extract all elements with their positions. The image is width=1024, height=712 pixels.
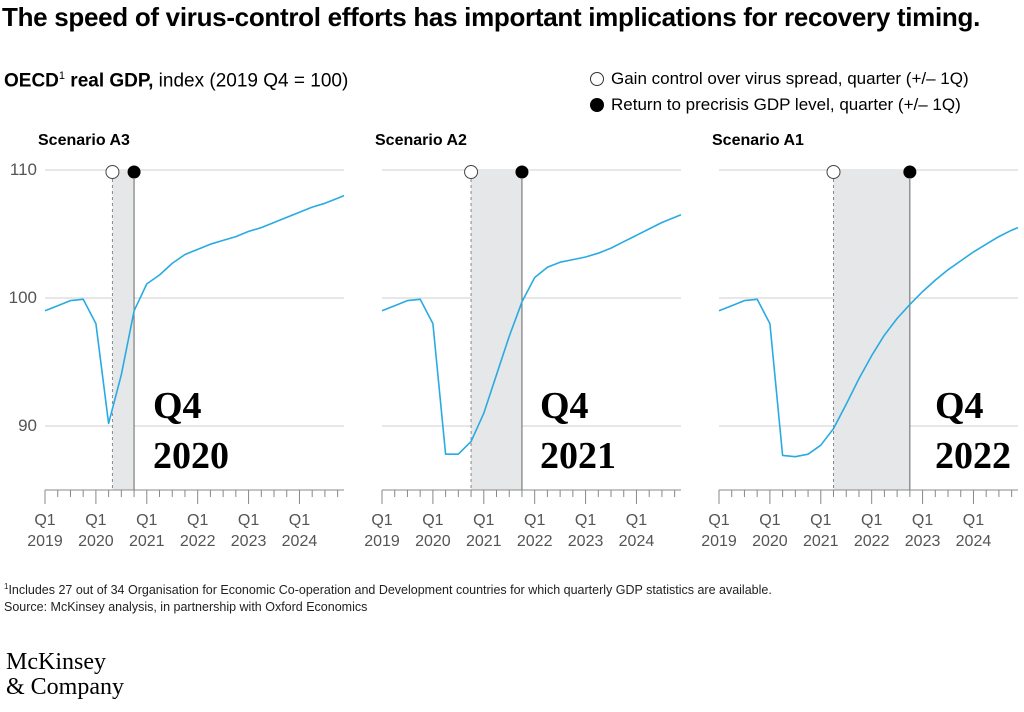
chart-subtitle: OECD1 real GDP, index (2019 Q4 = 100)	[4, 70, 348, 92]
scenario-1-virus-control-marker	[105, 165, 120, 179]
scenario-1-annotation-year: 2020	[153, 435, 229, 477]
scenario-2-gdp-line	[381, 214, 682, 456]
scenario-2-precrisis-marker	[515, 165, 529, 179]
scenario-1-recovery-shade	[112, 170, 135, 490]
scenario-3-annotation-year: 2022	[935, 435, 1011, 477]
scenario-1-x-label-quarter-5: Q1	[289, 512, 310, 529]
scenario-1-x-label-year-5: 2024	[282, 533, 318, 550]
scenario-3-x-label-quarter-1: Q1	[759, 512, 780, 529]
subtitle-bold-suffix: real GDP,	[65, 70, 154, 92]
scenario-1-x-label-year-0: 2019	[27, 533, 63, 550]
scenario-3-recovery-shade	[833, 170, 910, 490]
scenario-2-x-label-quarter-2: Q1	[473, 512, 494, 529]
scenario-3-x-label-year-1: 2020	[752, 533, 788, 550]
scenario-2-x-label-year-4: 2023	[568, 533, 604, 550]
scenario-3-x-label-year-2: 2021	[803, 533, 839, 550]
scenario-3-x-label-quarter-2: Q1	[810, 512, 831, 529]
scenario-1-x-label-year-4: 2023	[231, 533, 267, 550]
footnote-marker: 1	[4, 582, 9, 591]
source-text: Source: McKinsey analysis, in partnershi…	[4, 600, 368, 615]
scenario-3-x-label-quarter-5: Q1	[963, 512, 984, 529]
filled-circle-icon	[590, 98, 604, 112]
scenario-1-x-label-quarter-1: Q1	[85, 512, 106, 529]
open-circle-icon	[590, 72, 604, 86]
scenario-3-virus-control-marker	[826, 165, 841, 179]
y-tick-label-90: 90	[18, 416, 37, 435]
scenario-3-annotation-quarter: Q4	[935, 385, 984, 427]
scenario-3-x-label-quarter-3: Q1	[861, 512, 882, 529]
scenario-3-precrisis-marker	[903, 165, 917, 179]
scenario-2-x-label-quarter-3: Q1	[524, 512, 545, 529]
scenario-3-x-label-year-5: 2024	[956, 533, 992, 550]
scenario-1-x-label-year-1: 2020	[78, 533, 114, 550]
scenario-3-x-label-year-3: 2022	[854, 533, 890, 550]
legend-item-precrisis-return: Return to precrisis GDP level, quarter (…	[590, 92, 969, 118]
scenario-1-title: Scenario A3	[38, 132, 130, 149]
scenario-2-x-label-quarter-5: Q1	[626, 512, 647, 529]
subtitle-rest: index (2019 Q4 = 100)	[153, 70, 349, 92]
scenario-3-x-label-year-4: 2023	[905, 533, 941, 550]
scenario-1-x-label-year-2: 2021	[129, 533, 165, 550]
scenario-3-x-label-quarter-4: Q1	[912, 512, 933, 529]
scenario-1-x-label-quarter-4: Q1	[238, 512, 259, 529]
legend-item-virus-control: Gain control over virus spread, quarter …	[590, 66, 969, 92]
scenario-2-x-label-year-3: 2022	[517, 533, 553, 550]
scenario-2-annotation-year: 2021	[540, 435, 616, 477]
scenario-2-x-label-quarter-1: Q1	[422, 512, 443, 529]
scenario-3-title: Scenario A1	[712, 132, 804, 149]
scenario-charts: Scenario A3 90 100 110 Q1 2019 Q1 2020 Q1 2021 Q1 2…	[9, 132, 1019, 550]
scenario-1-gdp-line	[44, 194, 345, 425]
scenario-2-x-label-quarter-0: Q1	[371, 512, 392, 529]
page-title: The speed of virus-control efforts has i…	[2, 2, 981, 32]
scenario-2-x-label-quarter-4: Q1	[575, 512, 596, 529]
scenario-1-x-label-quarter-3: Q1	[187, 512, 208, 529]
subtitle-bold: OECD	[4, 70, 59, 92]
scenario-3-gdp-line	[718, 226, 1019, 458]
legend-label-virus-control: Gain control over virus spread, quarter …	[611, 69, 969, 88]
scenario-1-annotation-quarter: Q4	[153, 385, 202, 427]
scenario-2-x-label-year-2: 2021	[466, 533, 502, 550]
y-tick-label-110: 110	[10, 160, 37, 179]
legend-label-precrisis-return: Return to precrisis GDP level, quarter (…	[611, 95, 961, 114]
scenario-3-x-label-year-0: 2019	[701, 533, 737, 550]
footnote: 1Includes 27 out of 34 Organisation for …	[4, 578, 772, 616]
scenario-2-title: Scenario A2	[375, 132, 467, 149]
scenario-2-virus-control-marker	[464, 165, 479, 179]
scenario-2-x-label-year-0: 2019	[364, 533, 400, 550]
logo-line-2: & Company	[6, 674, 124, 700]
footnote-text: Includes 27 out of 34 Organisation for E…	[8, 583, 772, 598]
scenario-1-x-label-quarter-2: Q1	[136, 512, 157, 529]
mckinsey-logo: McKinsey & Company	[6, 650, 124, 700]
scenario-1-x-label-year-3: 2022	[180, 533, 216, 550]
scenario-2-x-label-year-5: 2024	[619, 533, 655, 550]
y-tick-label-100: 100	[9, 288, 37, 307]
scenario-3-x-label-quarter-0: Q1	[708, 512, 729, 529]
scenario-1-precrisis-marker	[127, 165, 141, 179]
subtitle-footnote-ref: 1	[58, 70, 66, 82]
legend: Gain control over virus spread, quarter …	[590, 66, 969, 118]
scenario-1-x-label-quarter-0: Q1	[34, 512, 55, 529]
scenario-2-annotation-quarter: Q4	[540, 385, 589, 427]
scenario-2-x-label-year-1: 2020	[415, 533, 451, 550]
footnote-note: 1Includes 27 out of 34 Organisation for …	[4, 578, 772, 599]
logo-line-1: McKinsey	[6, 649, 106, 675]
scenario-2-recovery-shade	[471, 170, 522, 490]
